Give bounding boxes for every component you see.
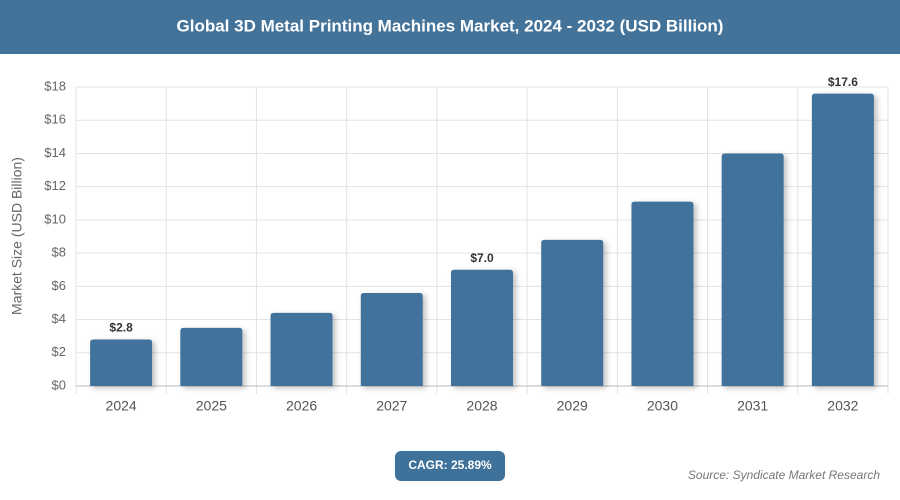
value-label: $7.0 — [470, 251, 494, 265]
bar — [721, 153, 784, 386]
bar — [631, 201, 694, 386]
y-tick-label: $6 — [52, 278, 66, 293]
bar — [360, 292, 423, 386]
x-tick-label: 2030 — [647, 398, 678, 414]
x-tick-label: 2029 — [557, 398, 588, 414]
x-tick-label: 2026 — [286, 398, 317, 414]
x-tick-label: 2028 — [466, 398, 497, 414]
y-tick-label: $18 — [44, 78, 66, 93]
chart-title: Global 3D Metal Printing Machines Market… — [177, 16, 724, 35]
cagr-text: CAGR: 25.89% — [408, 458, 492, 472]
bar — [270, 312, 333, 386]
bar — [180, 327, 243, 386]
x-tick-label: 2032 — [827, 398, 858, 414]
y-tick-label: $4 — [52, 311, 66, 326]
y-tick-label: $16 — [44, 112, 66, 127]
bar — [90, 339, 153, 386]
x-tick-label: 2031 — [737, 398, 768, 414]
y-tick-label: $14 — [44, 145, 66, 160]
bar — [541, 239, 604, 386]
x-tick-label: 2024 — [106, 398, 137, 414]
y-tick-label: $8 — [52, 245, 66, 260]
x-tick-label: 2025 — [196, 398, 227, 414]
source-note: Source: Syndicate Market Research — [688, 468, 880, 482]
cagr-badge — [395, 451, 505, 481]
bar — [811, 93, 874, 387]
y-tick-label: $2 — [52, 344, 66, 359]
y-axis-label: Market Size (USD Billion) — [9, 157, 25, 315]
x-tick-label: 2027 — [376, 398, 407, 414]
value-label: $2.8 — [109, 321, 133, 335]
value-label: $17.6 — [828, 75, 858, 89]
bar — [451, 269, 513, 386]
header-band — [0, 0, 900, 54]
y-tick-label: $10 — [44, 211, 66, 226]
y-tick-label: $0 — [52, 377, 66, 392]
y-tick-label: $12 — [44, 178, 66, 193]
